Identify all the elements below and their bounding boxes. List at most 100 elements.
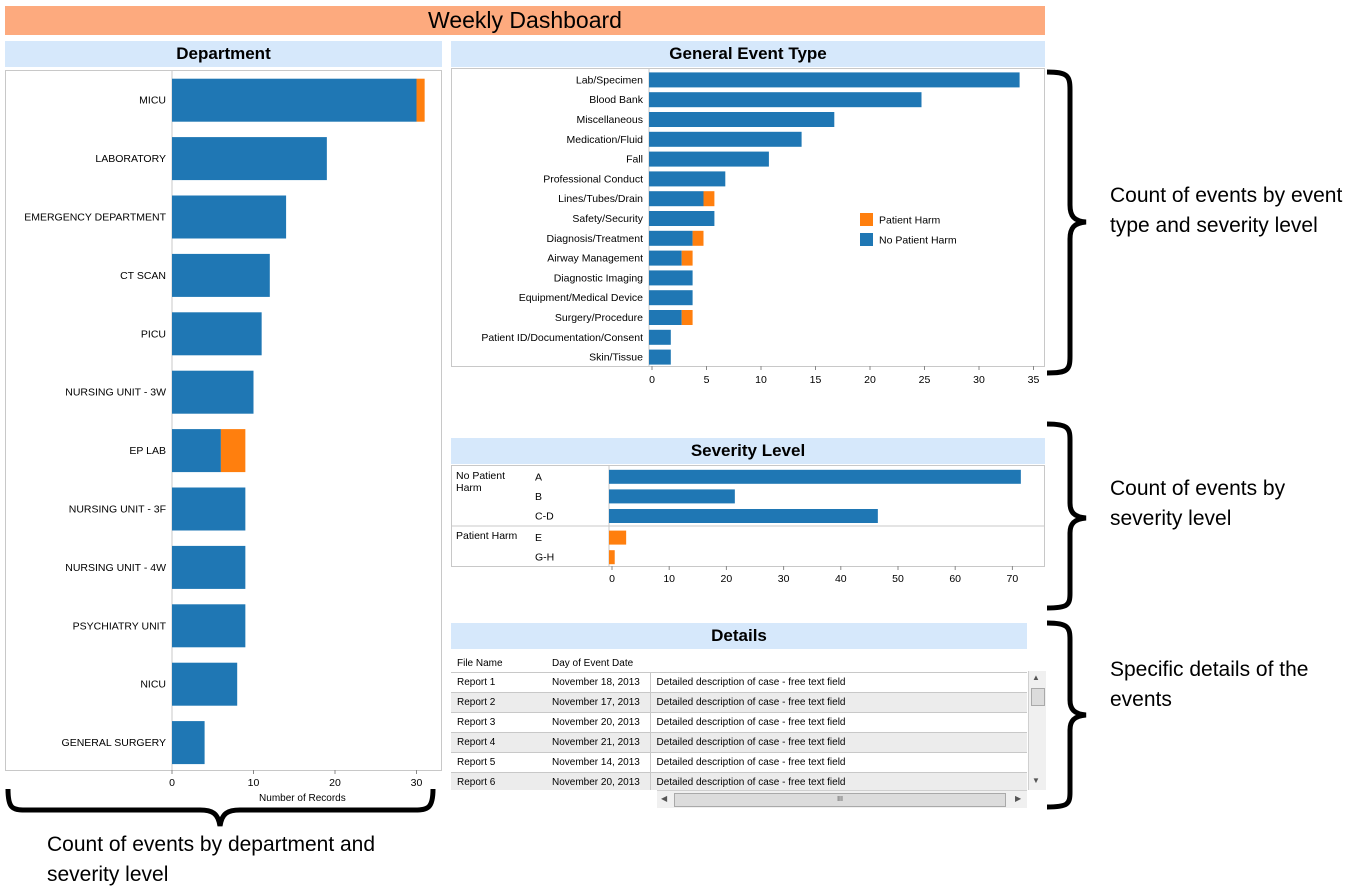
- scroll-up-arrow-icon[interactable]: ▲: [1032, 673, 1040, 682]
- severity-chart: No Patient Harm AB C-D Patient Harm E G-H 0 10 20…: [451, 465, 1045, 585]
- event-type-chart: Lab/Specimen Blood Bank Miscellaneous Medic…: [451, 68, 1045, 386]
- event-type-bar: [649, 270, 693, 286]
- severity-level-label: B: [535, 491, 542, 503]
- table-row[interactable]: Report 4 November 21, 2013 Detailed descri…: [451, 732, 1027, 753]
- event-type-bar: [649, 131, 802, 147]
- event-type-category-label: Fall: [626, 154, 643, 166]
- event-type-category-label: Safety/Security: [572, 213, 643, 225]
- event-type-category-label: Patient ID/Documentation/Consent: [481, 332, 643, 344]
- scroll-left-arrow-icon[interactable]: ◀: [661, 794, 668, 803]
- department-category-label: CT SCAN: [120, 270, 166, 282]
- severity-bar: [609, 509, 878, 523]
- event-date-cell: November 21, 2013: [546, 732, 650, 753]
- department-bar: [172, 78, 417, 122]
- department-bar: [172, 545, 246, 589]
- department-bar: [172, 370, 254, 414]
- severity-x-tick-label: 40: [835, 573, 847, 585]
- column-header-file-name[interactable]: File Name: [451, 654, 546, 673]
- event-type-brace: [1046, 69, 1087, 376]
- department-x-tick-label: 30: [411, 777, 423, 789]
- description-cell: Detailed description of case - free text…: [649, 712, 1027, 733]
- severity-group-label: Patient Harm: [456, 530, 518, 542]
- description-cell: Detailed description of case - free text…: [649, 672, 1027, 693]
- horizontal-scrollbar[interactable]: ◀ III ▶: [657, 790, 1027, 808]
- department-plot-frame: [5, 70, 442, 771]
- department-category-label: PICU: [141, 328, 166, 340]
- event-type-bar: [649, 230, 693, 246]
- table-row[interactable]: Report 5 November 14, 2013 Detailed descri…: [451, 752, 1027, 773]
- severity-level-label: G-H: [535, 552, 554, 564]
- details-table-container: File Name Day of Event Date Report 1 Nove…: [451, 654, 1027, 790]
- event-type-category-label: Airway Management: [547, 253, 643, 265]
- details-brace: [1046, 620, 1087, 810]
- department-category-label: MICU: [139, 95, 166, 107]
- event-type-category-label: Lab/Specimen: [576, 74, 643, 86]
- event-type-category-label: Surgery/Procedure: [555, 312, 643, 324]
- department-bar: [172, 195, 287, 239]
- department-bar: [172, 487, 246, 531]
- severity-level-label: C-D: [535, 511, 554, 523]
- department-bar: [416, 78, 425, 122]
- severity-plot-frame: [451, 465, 1045, 567]
- event-type-bar: [649, 329, 671, 345]
- event-type-x-tick-label: 25: [919, 374, 931, 386]
- column-header-event-date[interactable]: Day of Event Date: [546, 654, 650, 673]
- event-type-x-tick-label: 15: [810, 374, 822, 386]
- department-bar: [172, 721, 205, 765]
- event-type-category-label: Lines/Tubes/Drain: [558, 193, 643, 205]
- details-title: Details: [451, 623, 1027, 649]
- severity-level-label: E: [535, 532, 542, 544]
- event-type-category-label: Equipment/Medical Device: [519, 292, 643, 304]
- department-bar: [172, 312, 262, 356]
- event-type-x-tick-label: 30: [973, 374, 985, 386]
- vertical-scroll-thumb[interactable]: [1031, 688, 1045, 706]
- event-type-x-tick-label: 20: [864, 374, 876, 386]
- department-x-tick-label: 20: [329, 777, 341, 789]
- event-date-cell: November 14, 2013: [546, 752, 650, 773]
- file-name-cell: Report 5: [451, 752, 546, 773]
- event-type-bar: [649, 349, 671, 365]
- department-category-label: NURSING UNIT - 3W: [65, 387, 166, 399]
- event-type-plot-frame: [451, 68, 1045, 367]
- severity-x-tick-label: 20: [721, 573, 733, 585]
- details-table: File Name Day of Event Date Report 1 Nove…: [451, 654, 1027, 790]
- department-category-label: PSYCHIATRY UNIT: [73, 620, 167, 632]
- event-type-chart-title: General Event Type: [451, 41, 1045, 67]
- department-category-label: NURSING UNIT - 4W: [65, 562, 166, 574]
- severity-bar: [609, 550, 615, 565]
- annotation-severity: Count of events by severity level: [1110, 477, 1286, 530]
- scroll-right-arrow-icon[interactable]: ▶: [1015, 794, 1022, 803]
- department-x-tick-label: 0: [169, 777, 175, 789]
- event-type-bar: [681, 310, 693, 325]
- legend-swatch: [860, 233, 873, 246]
- severity-x-tick-label: 30: [778, 573, 790, 585]
- event-type-bar: [649, 72, 1020, 88]
- table-row[interactable]: Report 1 November 18, 2013 Detailed descri…: [451, 672, 1027, 693]
- file-name-cell: Report 1: [451, 672, 546, 693]
- scroll-down-arrow-icon[interactable]: ▼: [1032, 776, 1040, 785]
- annotation-department: Count of events by department and severi…: [47, 833, 376, 886]
- severity-x-tick-label: 10: [663, 573, 675, 585]
- table-row[interactable]: Report 3 November 20, 2013 Detailed descri…: [451, 712, 1027, 733]
- department-category-label: EP LAB: [129, 445, 166, 457]
- table-row[interactable]: Report 2 November 17, 2013 Detailed descri…: [451, 692, 1027, 713]
- event-type-bar: [649, 171, 726, 187]
- vertical-scrollbar[interactable]: ▲ ▼: [1028, 671, 1046, 790]
- horizontal-scroll-thumb[interactable]: III: [674, 793, 1006, 807]
- event-type-x-tick-label: 5: [704, 374, 710, 386]
- severity-bar: [609, 469, 1021, 484]
- event-type-bar: [649, 112, 835, 127]
- event-type-category-label: Medication/Fluid: [567, 134, 644, 146]
- description-cell: Detailed description of case - free text…: [649, 732, 1027, 753]
- department-bar: [172, 429, 221, 473]
- event-type-bar: [649, 211, 715, 226]
- column-header-description[interactable]: [650, 654, 1027, 673]
- department-bar: [172, 604, 246, 648]
- severity-bar: [609, 530, 627, 545]
- table-row[interactable]: Report 6 November 20, 2013 Detailed descri…: [451, 772, 1027, 790]
- legend-label: Patient Harm: [879, 215, 941, 227]
- department-chart-title: Department: [5, 41, 442, 67]
- severity-level-label: A: [535, 471, 542, 483]
- event-date-cell: November 18, 2013: [546, 672, 650, 693]
- annotation-details: Specific details of the events: [1110, 658, 1309, 711]
